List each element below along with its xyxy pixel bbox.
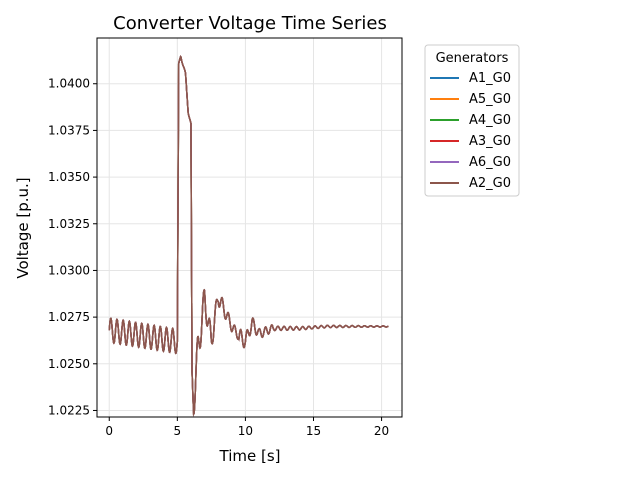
y-tick-label: 1.0225 [48, 403, 90, 417]
legend-label: A6_G0 [469, 155, 511, 170]
y-tick-label: 1.0400 [48, 77, 90, 91]
x-axis-label: Time [s] [219, 447, 281, 465]
legend-title: Generators [436, 51, 509, 66]
y-tick-label: 1.0325 [48, 217, 90, 231]
series-line-a3-g0 [108, 55, 389, 417]
series-lines [108, 55, 389, 417]
grid [97, 38, 402, 417]
legend-label: A3_G0 [469, 134, 511, 149]
series-line-a1-g0 [108, 55, 389, 417]
y-axis-label: Voltage [p.u.] [14, 177, 32, 278]
series-line-a5-g0 [108, 55, 389, 417]
axis-ticks: 0 5 10 15 20 1.0225 1.0250 1.0275 1.0300 1.0325 1.… [48, 77, 389, 438]
chart-title: Converter Voltage Time Series [113, 13, 387, 34]
y-tick-label: 1.0375 [48, 123, 90, 137]
legend-items: A1_G0 A5_G0 A4_G0 A3_G0 A6_G0 A2_G0 [430, 71, 511, 191]
y-tick-label: 1.0250 [48, 357, 90, 371]
series-line-a2-g0 [108, 55, 389, 417]
plot-frame [96, 37, 403, 418]
series-line-a4-g0 [108, 55, 389, 417]
y-tick-label: 1.0300 [48, 263, 90, 277]
x-tick-label: 20 [374, 424, 389, 438]
x-tick-label: 15 [306, 424, 321, 438]
y-tick-label: 1.0350 [48, 170, 90, 184]
x-tick-label: 0 [105, 424, 113, 438]
x-tick-label: 5 [174, 424, 182, 438]
legend-label: A1_G0 [469, 71, 511, 86]
legend-label: A2_G0 [469, 176, 511, 191]
legend: Generators A1_G0 A5_G0 A4_G0 A3_G0 A6_G0 A2_G… [424, 44, 520, 197]
y-tick-label: 1.0275 [48, 310, 90, 324]
series-line-a6-g0 [108, 55, 389, 417]
x-tick-label: 10 [238, 424, 253, 438]
legend-box [424, 44, 520, 197]
legend-label: A5_G0 [469, 92, 511, 107]
legend-label: A4_G0 [469, 113, 511, 128]
